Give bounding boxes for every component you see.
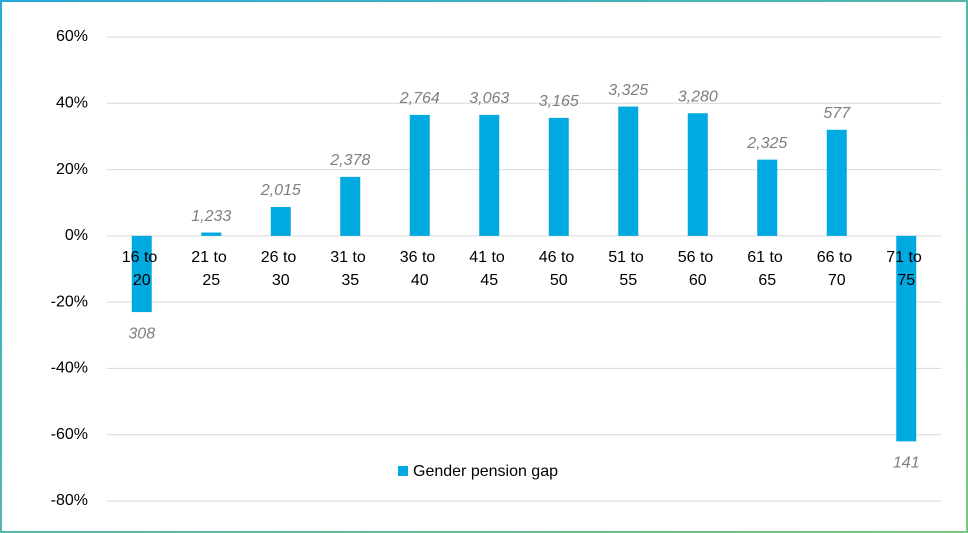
x-tick-line: 65 <box>758 272 776 289</box>
bar <box>548 117 569 236</box>
bar <box>131 235 152 313</box>
x-tick-label: 61 to 65 <box>747 249 787 289</box>
data-label: 3,280 <box>678 88 718 105</box>
x-tick-line: 16 to <box>122 249 162 266</box>
bar <box>409 114 430 236</box>
y-tick-label: -20% <box>51 293 88 310</box>
x-tick-line: 31 to <box>330 249 370 266</box>
x-tick-line: 46 to <box>539 249 579 266</box>
x-tick-line: 21 to <box>191 249 231 266</box>
x-tick-label: 41 to 45 <box>469 249 509 289</box>
data-label: 308 <box>128 325 155 342</box>
x-tick-label: 71 to 75 <box>886 249 926 289</box>
x-tick-line: 25 <box>202 272 220 289</box>
x-tick-label: 46 to 50 <box>539 249 579 289</box>
data-label: 2,378 <box>329 152 370 169</box>
data-label: 2,325 <box>746 135 787 152</box>
y-tick-label: -80% <box>51 492 88 509</box>
x-tick-line: 51 to <box>608 249 648 266</box>
y-tick-label: -60% <box>51 426 88 443</box>
x-tick-line: 75 <box>897 272 915 289</box>
x-tick-line: 70 <box>828 272 846 289</box>
bar <box>479 114 500 236</box>
x-tick-label: 16 to 20 <box>122 249 162 289</box>
legend-swatch <box>398 466 408 476</box>
x-tick-label: 36 to 40 <box>400 249 440 289</box>
x-tick-label: 31 to 35 <box>330 249 370 289</box>
bar <box>618 106 639 236</box>
x-tick-line: 45 <box>480 272 498 289</box>
data-label: 3,063 <box>469 90 509 107</box>
x-tick-line: 40 <box>411 272 429 289</box>
bar <box>687 113 708 236</box>
data-label: 3,165 <box>539 93 579 110</box>
bar <box>757 159 778 236</box>
y-tick-label: 20% <box>56 161 88 178</box>
data-label: 577 <box>823 105 851 122</box>
y-tick-label: 0% <box>65 227 88 244</box>
bar <box>896 235 917 442</box>
legend-label: Gender pension gap <box>413 463 558 480</box>
x-tick-line: 50 <box>550 272 568 289</box>
x-tick-label: 26 to 30 <box>261 249 301 289</box>
x-tick-line: 71 to <box>886 249 926 266</box>
x-tick-label: 66 to 70 <box>817 249 857 289</box>
bar <box>340 176 361 236</box>
data-label: 2,015 <box>260 182 301 199</box>
x-tick-line: 56 to <box>678 249 718 266</box>
x-tick-line: 61 to <box>747 249 787 266</box>
x-tick-line: 20 <box>133 272 151 289</box>
data-label: 3,325 <box>608 82 648 99</box>
x-tick-line: 30 <box>272 272 290 289</box>
bar <box>270 207 291 236</box>
x-tick-line: 41 to <box>469 249 509 266</box>
x-tick-line: 66 to <box>817 249 857 266</box>
bar <box>201 232 222 236</box>
y-tick-label: 40% <box>56 95 88 112</box>
x-tick-line: 60 <box>689 272 707 289</box>
x-tick-line: 35 <box>341 272 359 289</box>
x-tick-line: 36 to <box>400 249 440 266</box>
x-tick-line: 55 <box>619 272 637 289</box>
data-label: 141 <box>893 455 920 472</box>
bar <box>826 129 847 236</box>
data-label: 1,233 <box>191 208 231 225</box>
y-tick-label: -40% <box>51 360 88 377</box>
x-tick-line: 26 to <box>261 249 301 266</box>
x-tick-label: 51 to 55 <box>608 249 648 289</box>
data-label: 2,764 <box>399 90 440 107</box>
x-tick-label: 56 to 60 <box>678 249 718 289</box>
x-tick-label: 21 to 25 <box>191 249 231 289</box>
y-tick-label: 60% <box>56 28 88 45</box>
